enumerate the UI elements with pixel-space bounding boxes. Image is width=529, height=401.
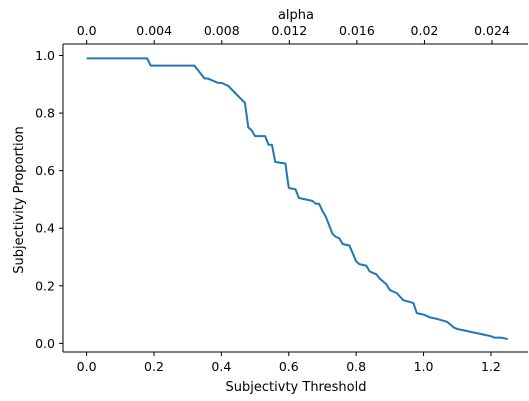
top-x-axis: 0.0 0.004 0.008 0.012 0.016 0.02 0.024 xyxy=(77,23,510,44)
series-line xyxy=(86,57,508,341)
y-axis-label: Subjectivity Proportion xyxy=(12,126,27,274)
y-tick-label: 0.0 xyxy=(35,336,55,351)
top-x-axis-label: alpha xyxy=(278,8,314,23)
y-tick-label: 1.0 xyxy=(35,48,55,63)
x-tick-label: 0.8 xyxy=(346,359,366,374)
x-tick-label: 1.2 xyxy=(481,359,501,374)
x-tick-label: 0.4 xyxy=(211,359,231,374)
top-x-tick-label: 0.02 xyxy=(411,23,439,38)
left-y-axis: 0.0 0.2 0.4 0.6 0.8 1.0 xyxy=(35,48,63,351)
x-axis-label: Subjectivty Threshold xyxy=(226,380,367,395)
top-x-tick-label: 0.024 xyxy=(474,23,510,38)
series-layer xyxy=(86,57,508,341)
x-tick-label: 0.2 xyxy=(144,359,164,374)
y-tick-label: 0.6 xyxy=(35,163,55,178)
axes-frame xyxy=(62,43,528,353)
bottom-x-axis: 0.0 0.2 0.4 0.6 0.8 1.0 1.2 xyxy=(77,352,501,374)
x-tick-label: 1.0 xyxy=(414,359,434,374)
top-x-tick-label: 0.0 xyxy=(77,23,97,38)
y-tick-label: 0.8 xyxy=(35,106,55,121)
y-tick-label: 0.2 xyxy=(35,278,55,293)
y-tick-label: 0.4 xyxy=(35,221,55,236)
top-x-tick-label: 0.016 xyxy=(339,23,375,38)
x-tick-label: 0.0 xyxy=(77,359,97,374)
top-x-tick-label: 0.008 xyxy=(204,23,240,38)
top-x-tick-label: 0.004 xyxy=(136,23,172,38)
x-tick-label: 0.6 xyxy=(279,359,299,374)
top-x-tick-label: 0.012 xyxy=(271,23,307,38)
